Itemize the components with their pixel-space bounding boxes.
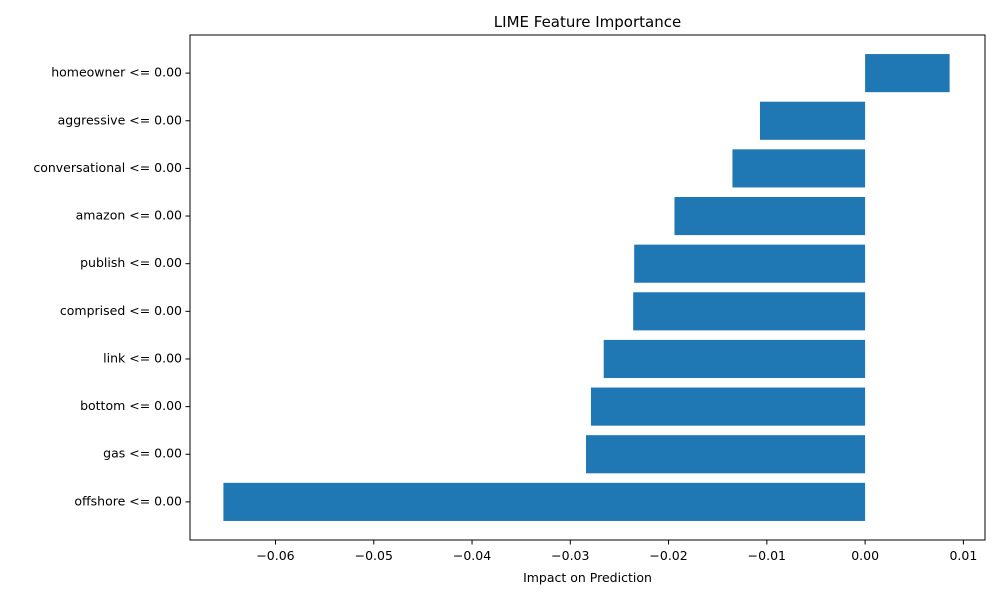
x-tick-label: −0.05 (355, 548, 393, 563)
bar-2 (732, 149, 866, 188)
bar-5 (633, 292, 866, 331)
y-tick-label: amazon <= 0.00 (76, 208, 182, 223)
x-axis: −0.06 −0.05 −0.04 −0.03 −0.02 −0.01 0.00 0.01 (256, 540, 977, 563)
bar-4 (634, 244, 866, 283)
x-tick-label: −0.04 (453, 548, 491, 563)
y-axis: homeowner <= 0.00 aggressive <= 0.00 conve… (33, 65, 190, 508)
y-tick-label: conversational <= 0.00 (33, 160, 182, 175)
y-tick-label: homeowner <= 0.00 (51, 65, 182, 80)
x-tick-label: 0.01 (949, 548, 977, 563)
y-tick-label: offshore <= 0.00 (74, 493, 182, 508)
bar-6 (603, 339, 866, 379)
chart-title: LIME Feature Importance (494, 13, 681, 31)
axes-frame (189, 34, 986, 541)
y-tick-label: gas <= 0.00 (103, 446, 182, 461)
bars-group (223, 54, 950, 521)
x-tick-label: −0.06 (256, 548, 294, 563)
x-tick-label: −0.02 (649, 548, 687, 563)
x-axis-label: Impact on Prediction (523, 570, 652, 585)
bar-9 (223, 482, 866, 521)
bar-3 (674, 196, 866, 236)
bar-8 (586, 435, 866, 474)
y-tick-label: comprised <= 0.00 (60, 303, 182, 318)
x-tick-label: 0.00 (851, 548, 879, 563)
x-tick-label: −0.03 (551, 548, 589, 563)
y-tick-label: publish <= 0.00 (80, 255, 182, 270)
y-tick-label: bottom <= 0.00 (80, 398, 182, 413)
bar-0 (865, 54, 950, 93)
y-tick-label: link <= 0.00 (103, 350, 182, 365)
bar-7 (590, 387, 866, 426)
bar-1 (759, 101, 866, 140)
x-tick-label: −0.01 (748, 548, 786, 563)
y-tick-label: aggressive <= 0.00 (58, 112, 182, 127)
